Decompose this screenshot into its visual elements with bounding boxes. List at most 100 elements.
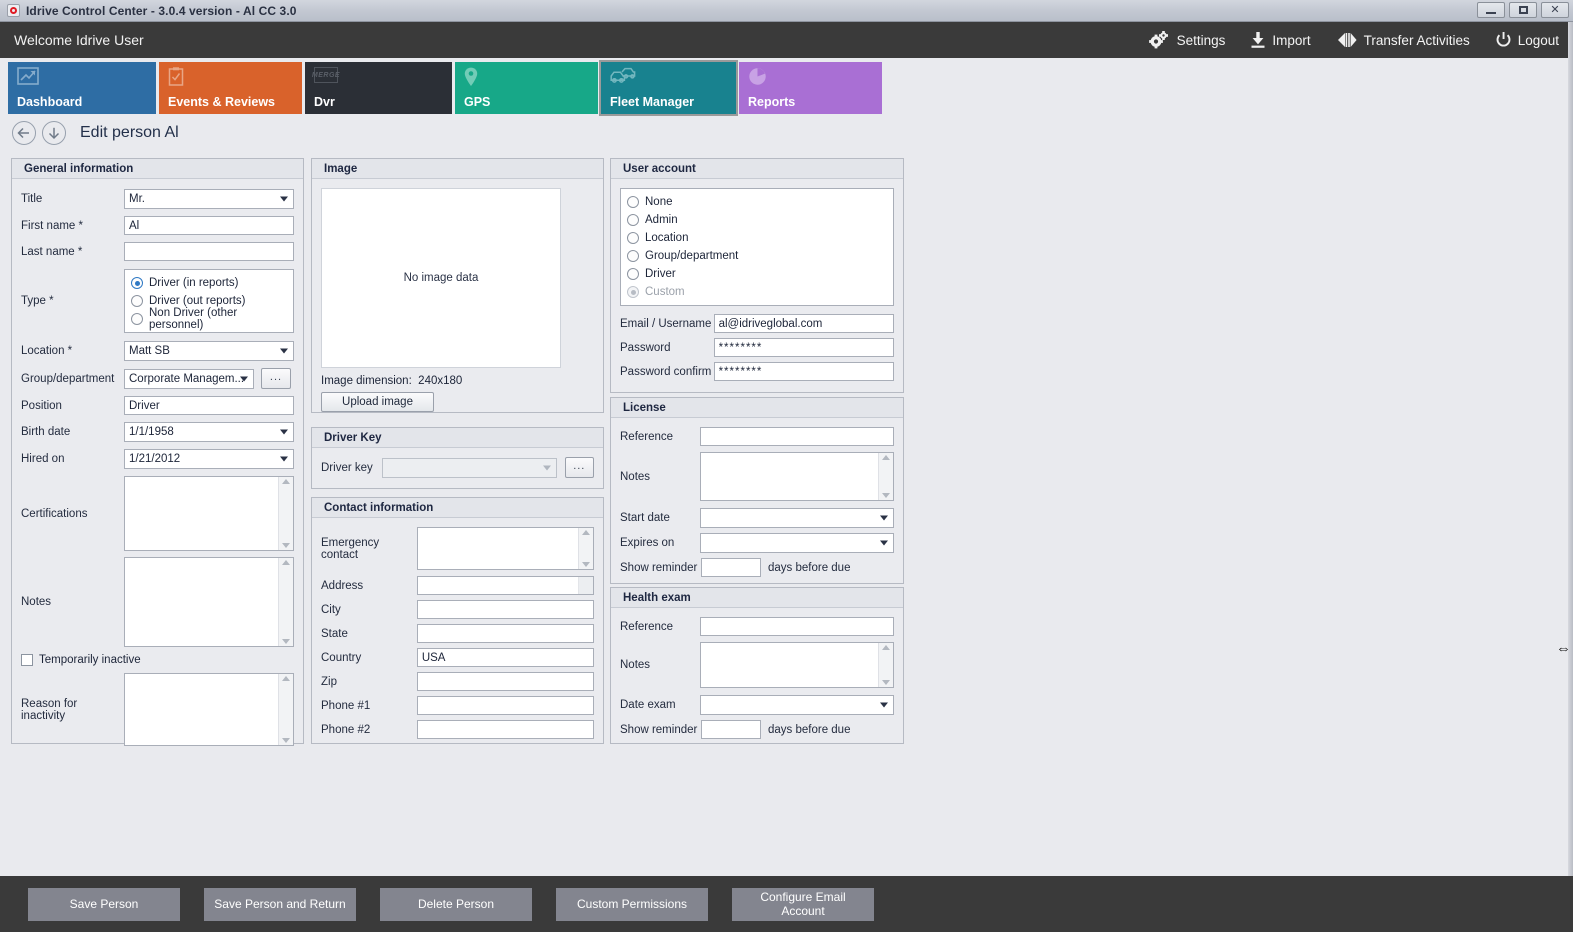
app-header: Welcome Idrive User Settings Import [0, 22, 1573, 58]
tab-gps[interactable]: GPS [455, 62, 598, 114]
configure-email-account-button[interactable]: Configure Email Account [732, 887, 874, 921]
type-label: Type * [21, 295, 54, 307]
image-placeholder-text: No image data [403, 272, 479, 284]
role-option-group-department[interactable]: Group/department [627, 247, 887, 265]
license-reminder-input[interactable] [701, 558, 761, 577]
general-information-panel: General information Title Mr. First name… [11, 158, 304, 746]
password-input[interactable] [713, 338, 894, 357]
health-reminder-label: Show reminder [620, 723, 698, 736]
address-input[interactable] [416, 576, 594, 595]
birth-date-picker[interactable]: 1/1/1958 [124, 422, 294, 442]
phone-2-input[interactable] [416, 720, 594, 739]
temporarily-inactive-checkbox[interactable]: Temporarily inactive [21, 654, 294, 666]
tab-reports[interactable]: Reports [739, 62, 882, 114]
health-notes-value [700, 643, 878, 687]
license-caption: License [611, 398, 903, 418]
scrollbar-vertical[interactable] [278, 674, 293, 745]
tab-dashboard[interactable]: Dashboard [8, 62, 156, 114]
location-select[interactable]: Matt SB [124, 341, 294, 361]
emergency-contact-value [417, 528, 578, 569]
type-option-driver-out-reports[interactable]: Driver (out reports) [131, 292, 287, 310]
maximize-button[interactable] [1509, 2, 1537, 18]
arrow-left-circle-icon[interactable] [12, 121, 36, 145]
certifications-textarea[interactable] [124, 476, 294, 551]
type-option-non-driver[interactable]: Non Driver (other personnel) [131, 307, 287, 331]
logout-button[interactable]: Logout [1496, 32, 1559, 48]
title-select[interactable]: Mr. [124, 189, 294, 209]
arrow-down-circle-icon[interactable] [42, 121, 66, 145]
group-department-browse-button[interactable]: ... [261, 368, 291, 389]
chart-trend-icon [17, 67, 39, 88]
state-input[interactable] [416, 624, 594, 643]
emergency-contact-label: Emergency contact [321, 536, 380, 561]
group-department-value: Corporate Managem... [129, 372, 245, 385]
last-name-input[interactable] [124, 242, 294, 261]
role-option-admin[interactable]: Admin [627, 211, 887, 229]
scrollbar-vertical[interactable] [578, 528, 593, 569]
role-option-driver[interactable]: Driver [627, 265, 887, 283]
first-name-input[interactable] [124, 216, 294, 235]
role-option-location[interactable]: Location [627, 229, 887, 247]
tab-fleet-manager[interactable]: Fleet Manager [599, 60, 738, 116]
image-caption: Image [312, 159, 603, 179]
birth-date-label: Birth date [21, 426, 71, 438]
type-option-driver-in-reports[interactable]: Driver (in reports) [131, 274, 287, 292]
birth-date-value: 1/1/1958 [129, 426, 174, 438]
email-username-input[interactable] [713, 314, 894, 333]
close-button[interactable]: ✕ [1541, 2, 1569, 18]
scrollbar-vertical[interactable] [878, 453, 893, 500]
reason-for-inactivity-textarea[interactable] [124, 673, 294, 746]
city-input[interactable] [416, 600, 594, 619]
license-expires-on-picker[interactable] [699, 533, 894, 553]
driver-key-select[interactable] [381, 457, 557, 478]
license-start-date-picker[interactable] [699, 508, 894, 528]
transfer-activities-button[interactable]: Transfer Activities [1337, 32, 1470, 48]
license-notes-textarea[interactable] [699, 452, 894, 501]
health-notes-label: Notes [620, 659, 651, 671]
license-reference-label: Reference [620, 430, 674, 443]
scrollbar-vertical[interactable] [278, 558, 293, 646]
import-button[interactable]: Import [1251, 32, 1311, 48]
group-department-select[interactable]: Corporate Managem... [124, 368, 254, 389]
city-label: City [321, 603, 341, 616]
save-person-and-return-button[interactable]: Save Person and Return [204, 887, 356, 921]
role-option-label: Group/department [645, 250, 739, 262]
license-expires-on-label: Expires on [620, 537, 675, 549]
settings-label: Settings [1176, 32, 1226, 48]
image-dimension-row: Image dimension: 240x180 [321, 375, 594, 387]
health-date-exam-picker[interactable] [699, 695, 894, 715]
zip-input[interactable] [416, 672, 594, 691]
country-input[interactable] [416, 648, 594, 667]
license-reference-input[interactable] [699, 427, 894, 446]
tab-dvr[interactable]: MERGE Dvr [305, 62, 452, 114]
health-reference-input[interactable] [699, 617, 894, 636]
delete-person-button[interactable]: Delete Person [380, 887, 532, 921]
notes-textarea[interactable] [124, 557, 294, 647]
password-confirm-input[interactable] [713, 362, 894, 381]
hired-on-picker[interactable]: 1/21/2012 [124, 449, 294, 469]
license-notes-label: Notes [620, 470, 651, 483]
phone-1-input[interactable] [416, 696, 594, 715]
role-option-none[interactable]: None [627, 193, 887, 211]
minimize-button[interactable] [1477, 2, 1505, 18]
image-preview[interactable]: No image data [321, 188, 561, 368]
custom-permissions-button[interactable]: Custom Permissions [556, 887, 708, 921]
upload-image-button[interactable]: Upload image [321, 392, 434, 412]
role-option-label: Admin [645, 214, 678, 226]
tab-events-reviews[interactable]: Events & Reviews [159, 62, 302, 114]
scrollbar-vertical[interactable] [278, 477, 293, 550]
health-reminder-input[interactable] [701, 720, 761, 739]
reason-for-inactivity-label: Reason for inactivity [21, 697, 78, 722]
window-resize-edge[interactable] [1568, 22, 1573, 932]
import-label: Import [1272, 32, 1311, 48]
health-notes-textarea[interactable] [699, 642, 894, 688]
driver-key-browse-button[interactable]: ... [564, 457, 594, 478]
emergency-contact-textarea[interactable] [416, 527, 594, 570]
group-department-label: Group/department [21, 372, 115, 385]
scrollbar-vertical[interactable] [878, 643, 893, 687]
settings-button[interactable]: Settings [1148, 31, 1226, 49]
general-information-caption: General information [12, 159, 303, 179]
save-person-button[interactable]: Save Person [28, 887, 180, 921]
position-input[interactable] [124, 396, 294, 415]
phone-1-label: Phone #1 [321, 699, 371, 712]
